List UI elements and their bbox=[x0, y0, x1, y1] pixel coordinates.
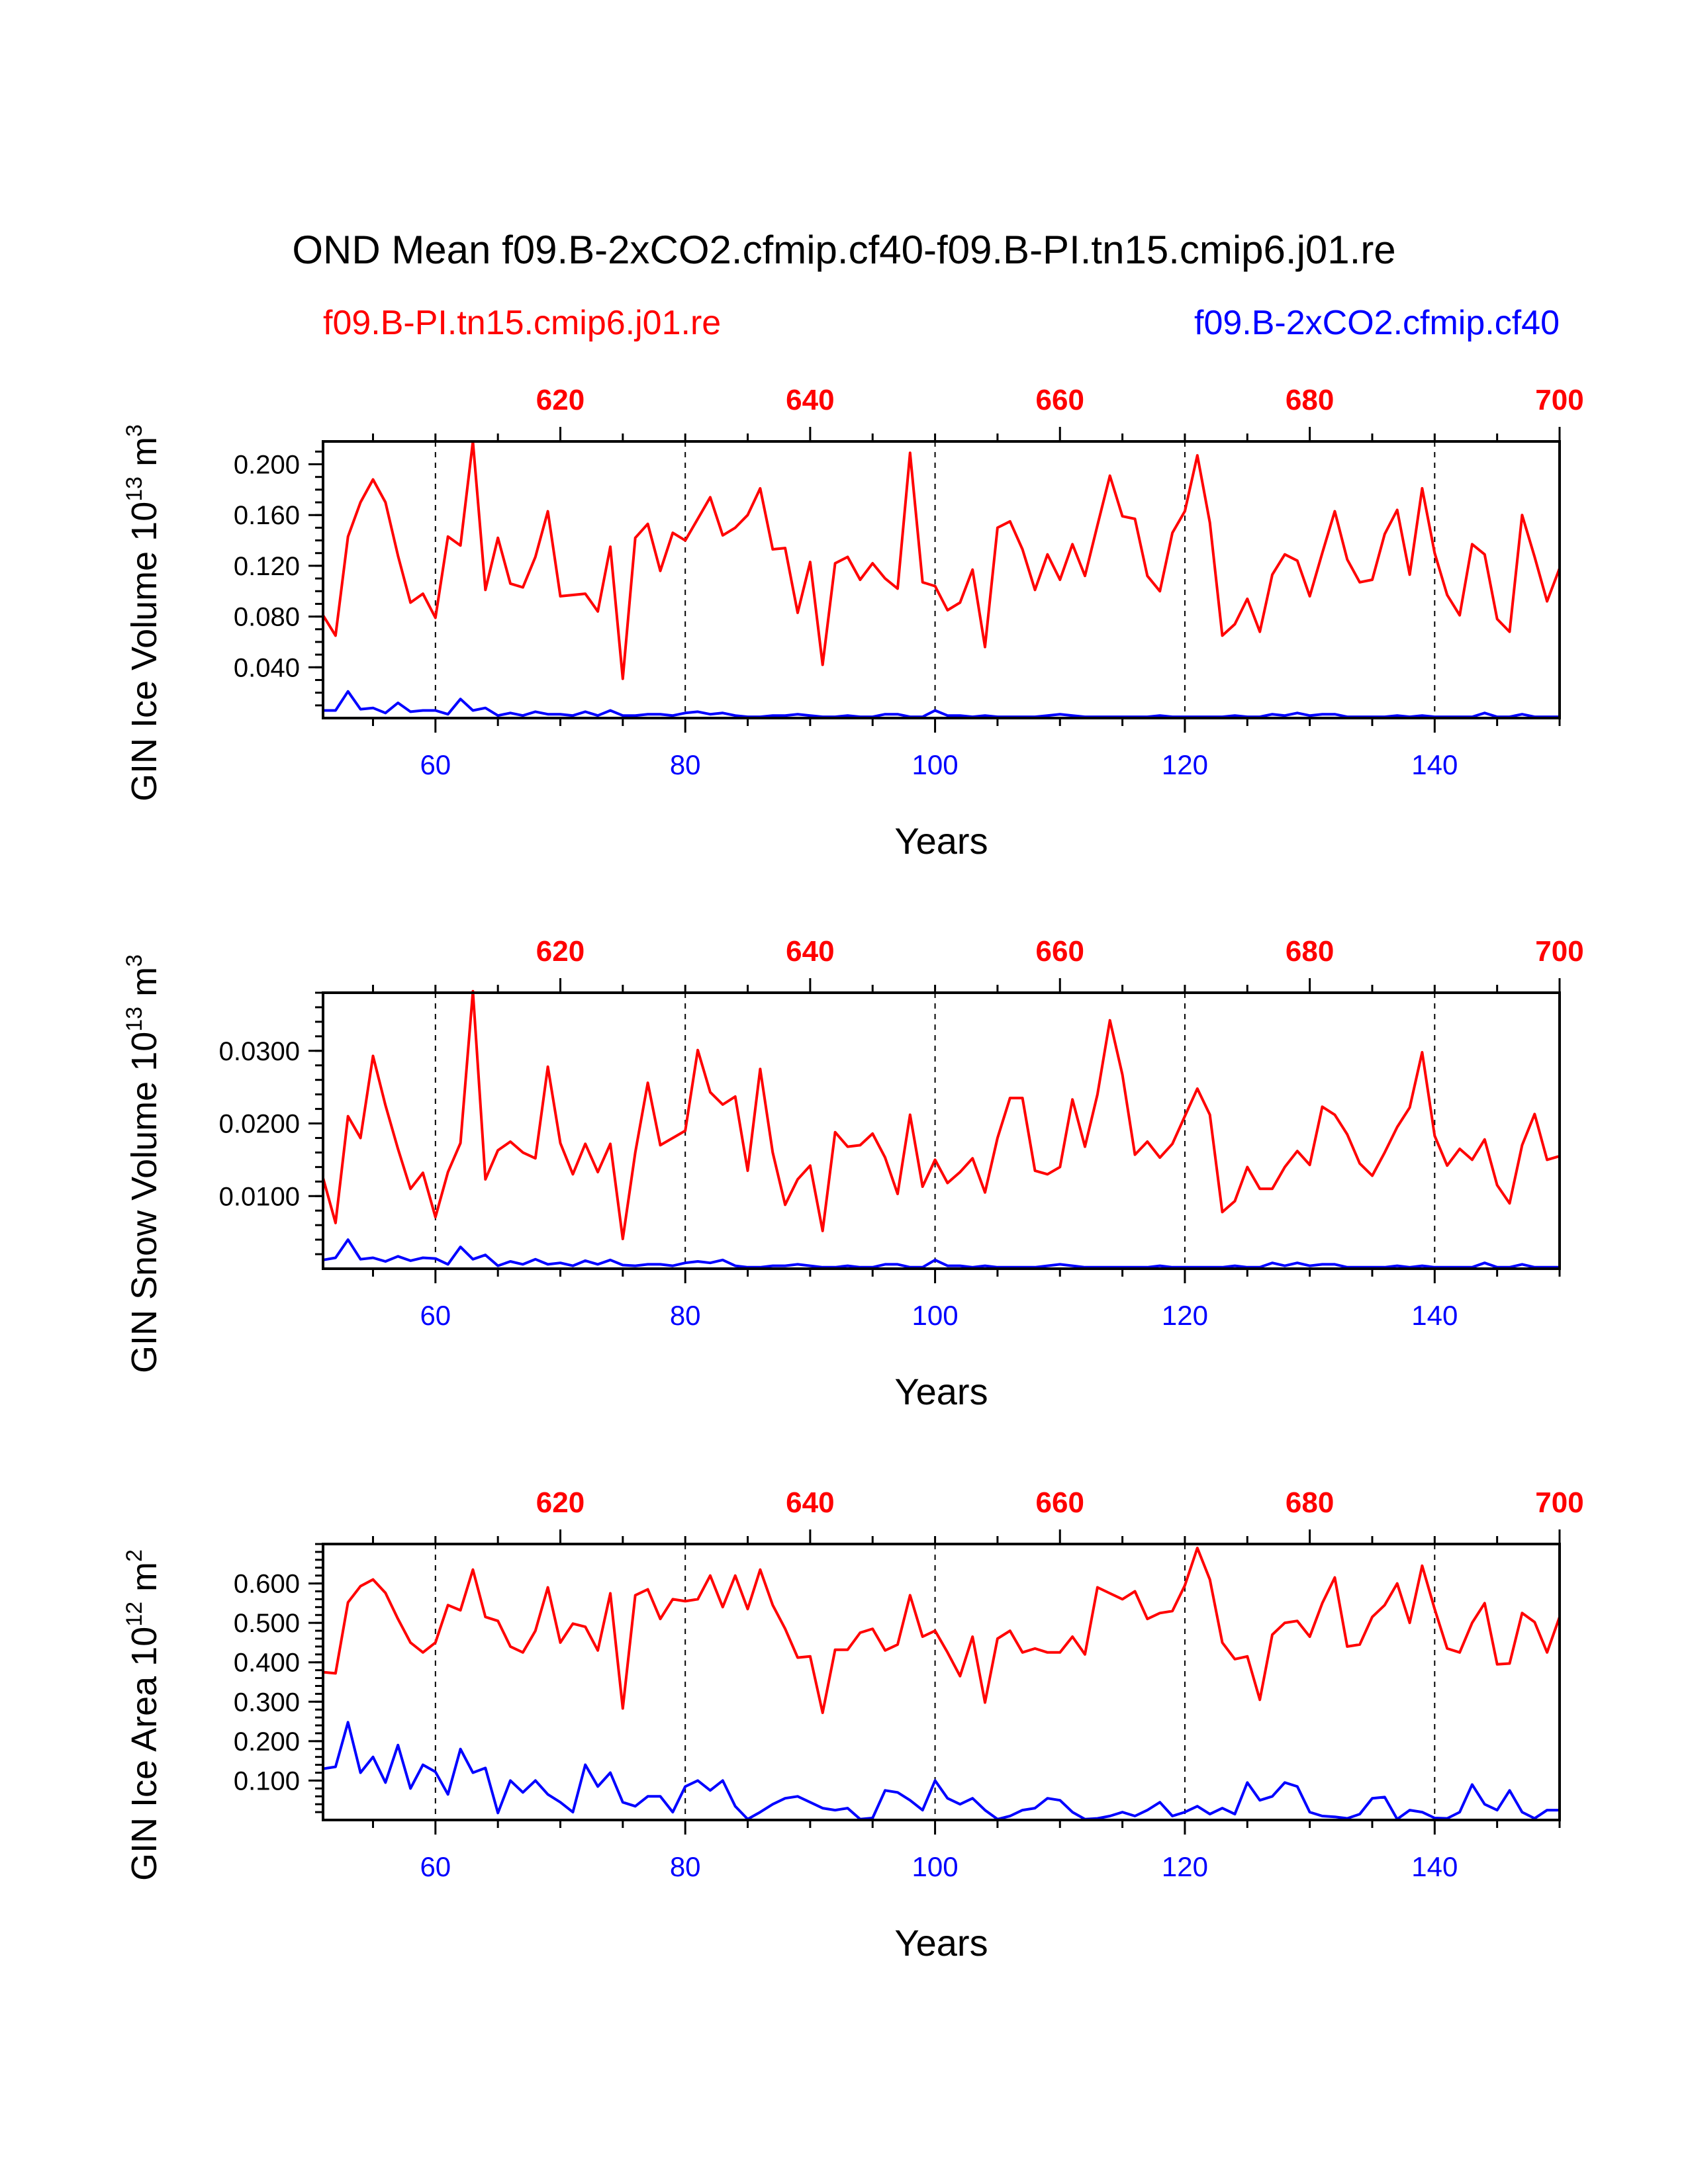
y-tick-label: 0.100 bbox=[234, 1766, 300, 1796]
y-tick-label: 0.400 bbox=[234, 1649, 300, 1678]
series-line-2xco2 bbox=[322, 1721, 1560, 1821]
y-tick-label: 0.160 bbox=[234, 501, 300, 530]
y-tick-label: 0.0100 bbox=[219, 1182, 300, 1211]
y-tick-label: 0.0300 bbox=[219, 1037, 300, 1066]
x-axis-title: Years bbox=[894, 820, 988, 862]
plot-frame bbox=[322, 991, 1561, 1270]
y-axis-title-exponent: 13 bbox=[122, 477, 147, 502]
series-line-pi bbox=[322, 989, 1560, 1240]
y-axis-title-unit: m bbox=[124, 437, 164, 477]
plot-frame bbox=[322, 1543, 1561, 1821]
legend-left-label: f09.B-PI.tn15.cmip6.j01.re bbox=[323, 304, 721, 342]
y-axis-title-unit: m bbox=[124, 967, 164, 1007]
panels-group: 60 80 100 120 140 620 640 660 680 700 0.040 0.080 0.… bbox=[122, 384, 1584, 1964]
x-bottom-tick-label: 140 bbox=[1411, 749, 1458, 780]
x-bottom-tick-label: 100 bbox=[912, 1851, 959, 1882]
x-bottom-tick-label: 140 bbox=[1411, 1851, 1458, 1882]
x-bottom-tick-label: 140 bbox=[1411, 1300, 1458, 1331]
y-axis-title-unit-exponent: 3 bbox=[122, 954, 147, 967]
x-top-tick-label: 620 bbox=[536, 384, 585, 416]
series-line-pi bbox=[322, 1547, 1561, 1714]
x-top-tick-label: 660 bbox=[1036, 935, 1084, 968]
y-axis-title-unit: m bbox=[124, 1562, 164, 1602]
x-top-tick-label: 660 bbox=[1036, 1486, 1084, 1519]
y-tick-label: 0.040 bbox=[234, 653, 300, 682]
x-bottom-tick-label: 80 bbox=[670, 749, 701, 780]
y-axis-title-main: GIN Ice Volume 10 bbox=[124, 502, 164, 801]
series-line-pi bbox=[322, 440, 1561, 680]
x-bottom-tick-label: 100 bbox=[912, 749, 959, 780]
y-axis-title-exponent: 12 bbox=[122, 1602, 147, 1627]
x-top-tick-label: 700 bbox=[1535, 384, 1583, 416]
plot-frame bbox=[322, 440, 1561, 719]
x-top-tick-label: 620 bbox=[536, 1486, 585, 1519]
y-tick-label: 0.200 bbox=[234, 1727, 300, 1756]
x-top-tick-label: 700 bbox=[1535, 935, 1583, 968]
chart-title: OND Mean f09.B-2xCO2.cfmip.cf40-f09.B-PI… bbox=[292, 228, 1395, 272]
x-top-tick-label: 680 bbox=[1286, 935, 1334, 968]
y-axis-title: GIN Ice Volume 1013 m3 bbox=[122, 424, 164, 801]
legend-right-label: f09.B-2xCO2.cfmip.cf40 bbox=[1194, 304, 1560, 342]
y-axis-title: GIN Snow Volume 1013 m3 bbox=[122, 954, 164, 1373]
y-tick-label: 0.500 bbox=[234, 1609, 300, 1638]
y-axis-title-main: GIN Snow Volume 10 bbox=[124, 1032, 164, 1373]
x-top-tick-label: 660 bbox=[1036, 384, 1084, 416]
x-axis-title: Years bbox=[894, 1922, 988, 1964]
y-tick-label: 0.080 bbox=[234, 603, 300, 632]
y-axis-title-main: GIN Ice Area 10 bbox=[124, 1627, 164, 1881]
y-tick-label: 0.300 bbox=[234, 1688, 300, 1717]
x-bottom-tick-label: 120 bbox=[1162, 1300, 1208, 1331]
panel-3: 60 80 100 120 140 620 640 660 680 700 0.100 0.200 0.… bbox=[122, 1486, 1584, 1964]
x-bottom-tick-label: 100 bbox=[912, 1300, 959, 1331]
y-tick-label: 0.200 bbox=[234, 451, 300, 480]
x-top-tick-label: 680 bbox=[1286, 384, 1334, 416]
x-bottom-tick-label: 60 bbox=[420, 1300, 451, 1331]
x-bottom-tick-label: 80 bbox=[670, 1851, 701, 1882]
x-top-tick-label: 640 bbox=[786, 1486, 834, 1519]
panel-2: 60 80 100 120 140 620 640 660 680 700 0.0100 0.0200… bbox=[122, 935, 1584, 1412]
x-axis-title: Years bbox=[894, 1371, 988, 1412]
x-top-tick-label: 680 bbox=[1286, 1486, 1334, 1519]
y-axis-title-unit-exponent: 3 bbox=[122, 424, 147, 437]
series-line-2xco2 bbox=[323, 690, 1560, 719]
x-bottom-tick-label: 120 bbox=[1162, 1851, 1208, 1882]
y-tick-label: 0.600 bbox=[234, 1570, 300, 1599]
panel-1: 60 80 100 120 140 620 640 660 680 700 0.040 0.080 0.… bbox=[122, 384, 1584, 862]
series-line-2xco2 bbox=[322, 1238, 1560, 1269]
x-bottom-tick-label: 60 bbox=[420, 749, 451, 780]
x-bottom-tick-label: 80 bbox=[670, 1300, 701, 1331]
x-top-tick-label: 640 bbox=[786, 384, 834, 416]
y-tick-label: 0.0200 bbox=[219, 1110, 300, 1139]
x-top-tick-label: 640 bbox=[786, 935, 834, 968]
x-top-tick-label: 620 bbox=[536, 935, 585, 968]
y-axis-title-unit-exponent: 2 bbox=[122, 1549, 147, 1562]
y-axis-title: GIN Ice Area 1012 m2 bbox=[122, 1549, 164, 1881]
y-axis-title-exponent: 13 bbox=[122, 1007, 147, 1032]
y-tick-label: 0.120 bbox=[234, 552, 300, 581]
x-bottom-tick-label: 60 bbox=[420, 1851, 451, 1882]
x-top-tick-label: 700 bbox=[1535, 1486, 1583, 1519]
x-bottom-tick-label: 120 bbox=[1162, 749, 1208, 780]
